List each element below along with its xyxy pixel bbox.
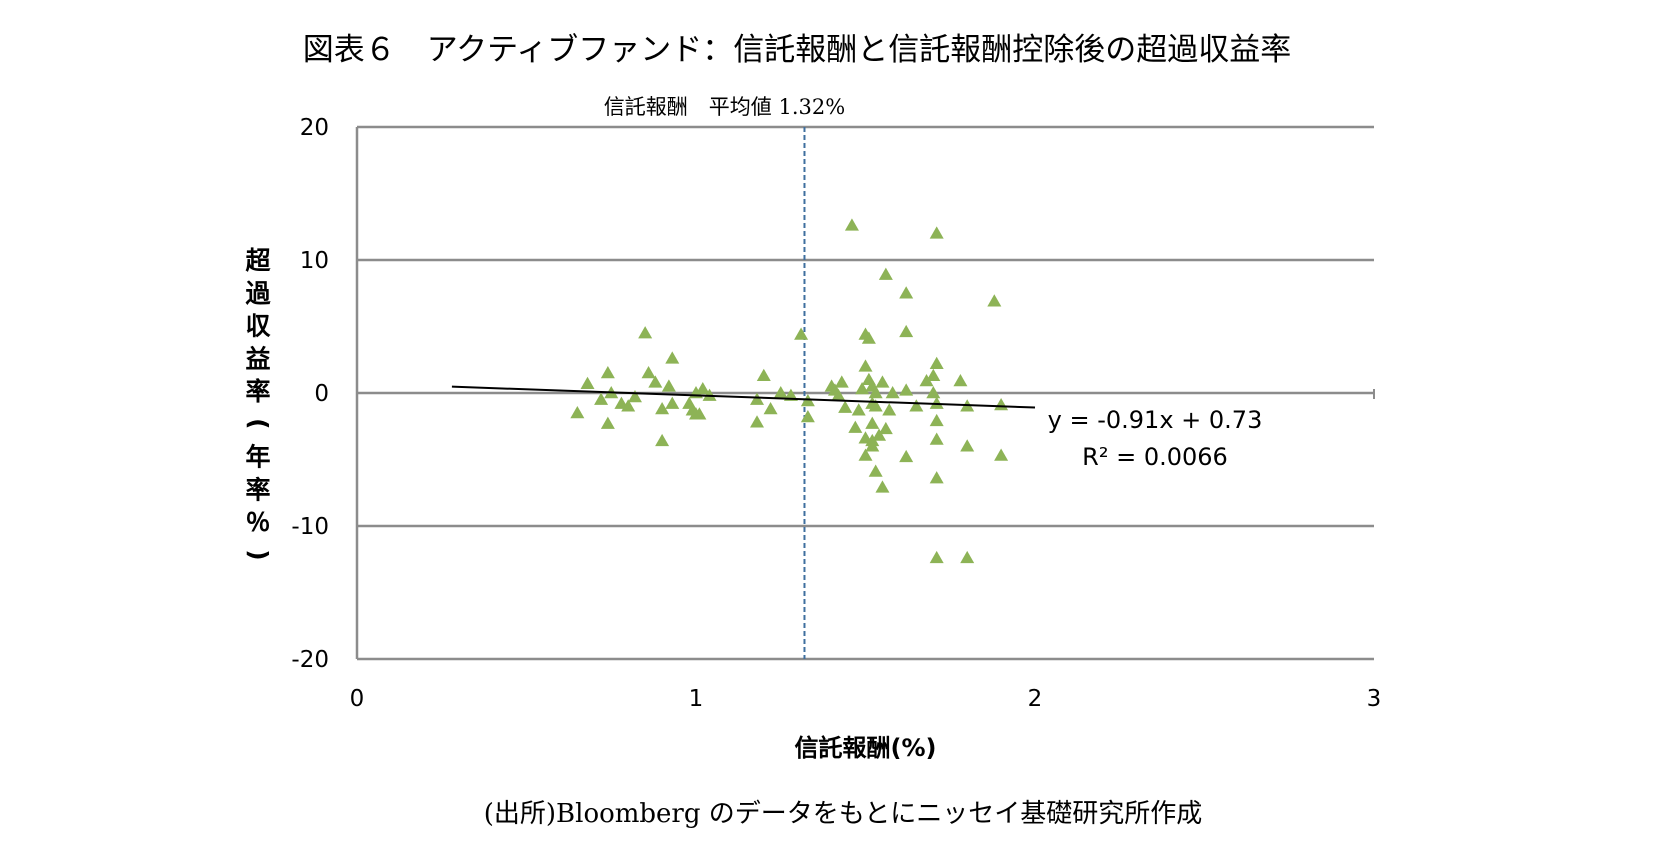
chart-title: 図表６ アクティブファンド：信託報酬と信託報酬控除後の超過収益率 [303,32,1292,68]
y-axis-label-char: 率 [245,475,270,504]
data-point [655,433,670,447]
data-point [875,375,890,388]
data-point [858,448,873,461]
data-point [929,226,944,239]
source-note: (出所)Bloomberg のデータをもとにニッセイ基礎研究所作成 [484,799,1203,829]
data-point [929,356,944,369]
tick-labels: -20 -10 0 10 20 0 1 2 3 [291,115,1381,712]
data-point [851,403,866,416]
trend-r-squared: R² = 0.0066 [1082,443,1228,471]
data-point [899,383,914,396]
data-point [878,267,893,280]
y-axis-label-char: 益 [245,344,270,373]
data-point [899,286,914,299]
trend-equation: y = -0.91x + 0.73 [1048,406,1263,434]
mean-fee-label: 信託報酬 平均値 1.32% [604,95,845,119]
data-point [692,407,707,420]
data-point [763,401,778,415]
x-tick-label: 2 [1028,686,1043,712]
data-point [756,368,771,381]
data-point [800,409,815,423]
data-point [929,550,944,564]
data-point [861,331,876,344]
data-point [750,392,765,405]
data-point [929,471,944,484]
data-point [648,375,663,388]
data-point [594,392,609,405]
data-point [641,366,656,379]
data-point [702,388,717,401]
data-point [960,439,975,452]
y-axis-label-char: ) [244,549,273,560]
data-point [875,480,890,493]
data-point [794,327,809,340]
data-point [899,449,914,463]
data-point [661,379,676,392]
y-tick-label: 20 [300,115,329,141]
data-point [919,374,934,387]
data-point [600,366,615,379]
x-tick-label: 1 [689,686,704,712]
data-point [865,439,880,452]
data-point [868,386,883,399]
equation-background [1040,396,1290,476]
data-point [838,400,853,413]
data-point [580,376,595,389]
data-point [858,359,873,372]
data-point [695,382,710,395]
data-point [926,386,941,399]
data-point [878,421,893,435]
data-point [953,374,968,387]
x-axis-label: 信託報酬(%) [795,734,937,762]
data-point [872,428,887,441]
data-point [960,550,975,564]
trendline [451,385,1036,409]
data-point [750,415,765,428]
y-axis-label-char: 超 [245,246,271,275]
y-axis-label-char: 過 [245,279,271,308]
data-point [844,218,859,231]
y-tick-label: -10 [291,514,329,540]
data-point [899,324,914,338]
data-point [621,399,636,412]
data-point [638,326,653,339]
data-point [909,399,924,412]
data-point [929,413,944,427]
y-tick-label: -20 [291,647,329,673]
data-point [600,416,615,429]
data-point [885,386,900,399]
data-points [570,218,1009,564]
y-axis-label-char: 年 [245,443,270,472]
data-point [773,386,788,399]
data-point [926,368,941,381]
data-point [994,448,1009,461]
axes [355,127,1375,659]
data-point [831,388,846,401]
data-point [929,432,944,445]
x-tick-label: 3 [1367,686,1382,712]
data-point [848,420,863,433]
data-point [627,389,642,403]
y-axis-label: 超過収益率(年率％) [244,246,273,561]
data-point [987,294,1002,307]
data-point [570,405,585,419]
y-axis-label-char: 収 [245,312,271,341]
data-point [834,375,849,388]
data-point [868,399,883,412]
y-axis-label-char: ( [244,418,273,429]
data-point [929,396,944,409]
x-tick-label: 0 [350,686,365,712]
y-tick-label: 10 [300,248,329,274]
data-point [994,397,1009,411]
data-point [665,351,680,364]
data-point [655,401,670,415]
y-axis-label-char: ％ [245,508,270,537]
data-point [665,396,680,409]
y-tick-label: 0 [314,381,329,407]
data-point [882,403,897,416]
y-axis-label-char: 率 [245,377,270,406]
data-point [868,464,883,477]
data-point [865,416,880,429]
